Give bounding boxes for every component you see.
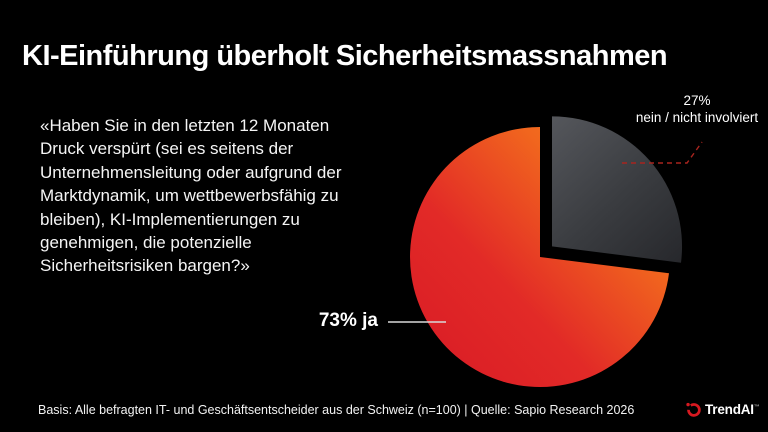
trademark-symbol: ™ [753,404,760,411]
page-title: KI-Einführung überholt Sicherheitsmassna… [22,40,668,73]
callout-nein: 27% nein / nicht involviert [618,93,768,126]
callout-nein-label: nein / nicht involviert [635,109,759,125]
pie-slice-nein [552,116,683,263]
survey-question-quote: «Haben Sie in den letzten 12 Monaten Dru… [40,116,342,276]
callout-nein-percent: 27% [683,93,711,108]
callout-ja: 73% ja [318,310,378,331]
leader-line-nein [622,141,703,164]
trend-swirl-icon [686,402,701,417]
brand-logo: TrendAI™ [685,401,760,418]
brand-logo-text: TrendAI™ [705,402,760,417]
pie-slice-ja [410,127,669,387]
source-note: Basis: Alle befragten IT- und Geschäftse… [38,403,635,417]
